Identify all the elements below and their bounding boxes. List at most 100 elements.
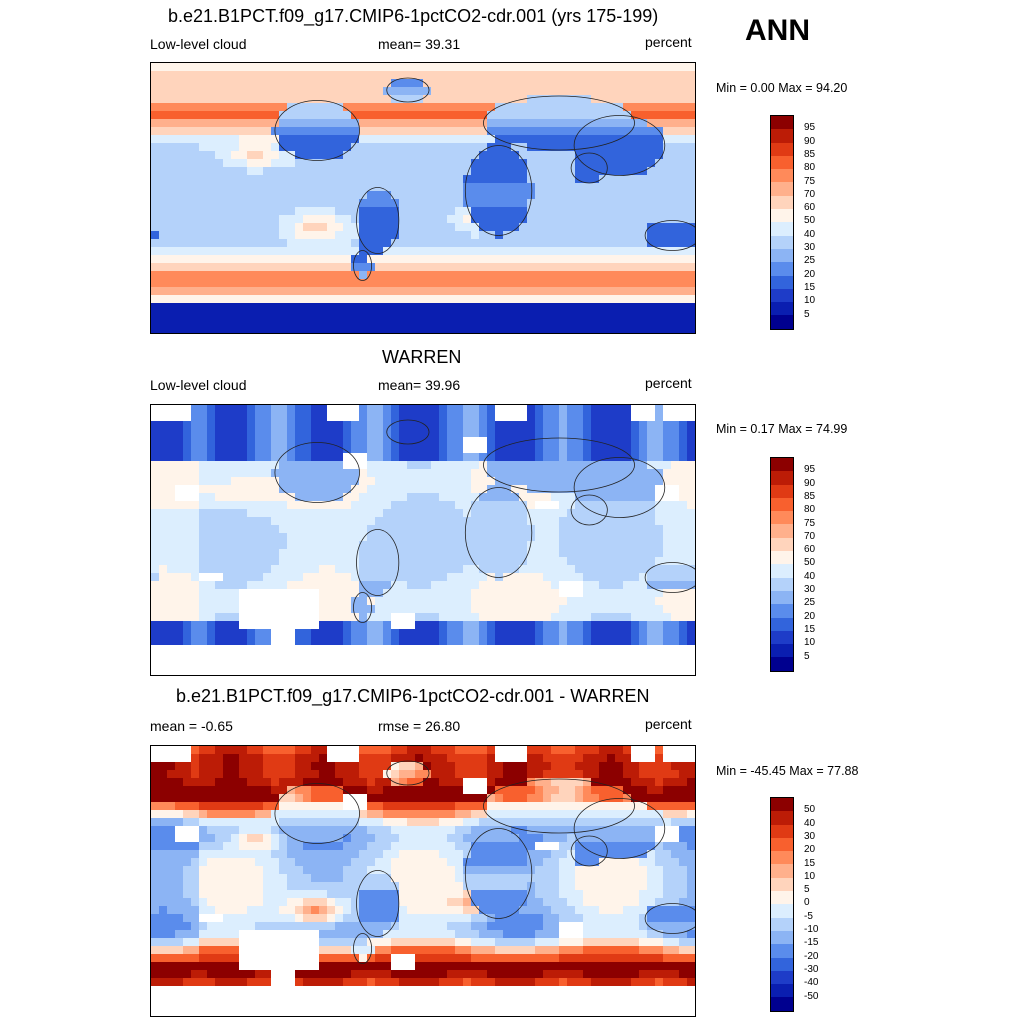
colorbar-swatch <box>771 537 793 552</box>
colorbar-swatch <box>771 142 793 156</box>
colorbar-tick-label: 15 <box>804 281 816 293</box>
colorbar-swatches <box>770 797 794 1012</box>
coastlines <box>274 77 695 281</box>
colorbar-swatches <box>770 457 794 672</box>
colorbar-swatch <box>771 930 793 945</box>
colorbar-swatch <box>771 195 793 210</box>
colorbar-tick-label: 70 <box>804 188 816 200</box>
colorbar-tick-label: -50 <box>804 990 819 1002</box>
colorbar-tick-label: 20 <box>804 610 816 622</box>
panel-units-label: percent <box>645 34 692 50</box>
colorbar-tick-label: 40 <box>804 570 816 582</box>
colorbar-tick-label: 40 <box>804 228 816 240</box>
colorbar: 95 90 85 80 75 70 60 50 40 30 25 20 15 10 5 <box>770 457 815 672</box>
colorbar-swatch <box>771 851 793 865</box>
colorbar-tick-label: -10 <box>804 924 819 935</box>
colorbar-swatch <box>771 997 793 1011</box>
panel-title: b.e21.B1PCT.f09_g17.CMIP6-1pctCO2-cdr.00… <box>176 686 650 706</box>
colorbar-tick-label: -15 <box>804 937 819 949</box>
panel-title: b.e21.B1PCT.f09_g17.CMIP6-1pctCO2-cdr.00… <box>168 6 659 26</box>
colorbar-swatch <box>771 524 793 538</box>
colorbar-swatch <box>771 590 793 605</box>
colorbar-swatch <box>771 837 793 852</box>
colorbar-swatch <box>771 116 793 130</box>
colorbar-tick-label: 5 <box>804 308 810 320</box>
colorbar-tick-label: 85 <box>804 148 816 160</box>
colorbar-swatch <box>771 630 793 645</box>
colorbar-swatch <box>771 564 793 578</box>
map-svg <box>151 63 695 333</box>
map-svg <box>151 746 695 1016</box>
colorbar-tick-label: 20 <box>804 844 816 856</box>
colorbar-tick-label: 90 <box>804 135 816 147</box>
colorbar-swatch <box>771 288 793 303</box>
season-label: ANN <box>745 14 810 47</box>
colorbar-swatch <box>771 644 793 658</box>
colorbar-tick-label: 90 <box>804 477 816 489</box>
colorbar-tick-label: -5 <box>804 910 813 922</box>
min-max-label: Min = 0.00 Max = 94.20 <box>716 81 848 95</box>
colorbar-tick-label: 40 <box>804 817 816 829</box>
colorbar-tick-label: 75 <box>804 517 816 529</box>
contour-map <box>150 745 696 1017</box>
colorbar-swatch <box>771 944 793 958</box>
colorbar-swatch <box>771 577 793 591</box>
colorbar-swatch <box>771 877 793 892</box>
colorbar-swatch <box>771 209 793 223</box>
panel-mean-label: mean= 39.96 <box>378 377 461 393</box>
colorbar-swatch <box>771 891 793 905</box>
colorbar: 95 90 85 80 75 70 60 50 40 30 25 20 15 10 5 <box>770 115 815 330</box>
colorbar-tick-label: 5 <box>804 650 810 662</box>
colorbar-tick-label: 0 <box>804 897 810 909</box>
contour-cells <box>151 746 695 1016</box>
colorbar-swatch <box>771 275 793 289</box>
panel-title: WARREN <box>382 347 462 367</box>
colorbar-swatch <box>771 484 793 498</box>
contour-map <box>150 404 696 676</box>
panel-mean-label: mean = -0.65 <box>150 718 233 734</box>
colorbar-swatch <box>771 222 793 236</box>
colorbar-swatch <box>771 604 793 618</box>
colorbar-swatch <box>771 235 793 249</box>
colorbar-tick-label: 10 <box>804 295 816 307</box>
panel-variable-label: Low-level cloud <box>150 377 247 393</box>
colorbar-swatch <box>771 315 793 329</box>
colorbar-swatch <box>771 551 793 565</box>
colorbar-tick-label: 60 <box>804 544 816 556</box>
colorbar-swatch <box>771 182 793 196</box>
colorbar-swatch <box>771 248 793 263</box>
colorbar-tick-label: -40 <box>804 977 819 989</box>
panel-units-label: percent <box>645 375 692 391</box>
min-max-label: Min = 0.17 Max = 74.99 <box>716 422 848 436</box>
colorbar-swatch <box>771 129 793 143</box>
colorbar-tick-label: 30 <box>804 242 816 253</box>
colorbar-tick-label: 95 <box>804 122 816 134</box>
colorbar-tick-label: 15 <box>804 857 816 869</box>
colorbar-tick-label: 30 <box>804 584 816 595</box>
colorbar-swatch <box>771 824 793 838</box>
colorbar-swatch <box>771 155 793 170</box>
colorbar-swatches <box>770 115 794 330</box>
colorbar-swatch <box>771 984 793 998</box>
colorbar: 50 40 30 20 15 10 5 0 -5 -10 -15 -20 -30 -40 -50 <box>770 797 818 1012</box>
contour-cells <box>151 63 695 333</box>
coastlines <box>274 760 695 964</box>
colorbar-tick-label: 15 <box>804 623 816 635</box>
colorbar-swatch <box>771 864 793 878</box>
colorbar-tick-label: 50 <box>804 557 816 569</box>
panel-variable-label: Low-level cloud <box>150 36 247 52</box>
colorbar-swatch <box>771 511 793 525</box>
colorbar-tick-label: 85 <box>804 490 816 502</box>
colorbar-tick-label: 50 <box>804 215 816 227</box>
colorbar-tick-label: 10 <box>804 870 816 882</box>
colorbar-swatch <box>771 302 793 316</box>
colorbar-swatch <box>771 497 793 512</box>
colorbar-swatch <box>771 169 793 183</box>
min-max-label: Min = -45.45 Max = 77.88 <box>716 764 859 778</box>
colorbar-tick-label: 75 <box>804 175 816 187</box>
colorbar-tick-label: -30 <box>804 963 819 975</box>
colorbar-tick-label: 80 <box>804 504 816 516</box>
colorbar-tick-label: 50 <box>804 804 816 816</box>
colorbar-tick-label: 30 <box>804 830 816 842</box>
colorbar-tick-label: 20 <box>804 268 816 280</box>
